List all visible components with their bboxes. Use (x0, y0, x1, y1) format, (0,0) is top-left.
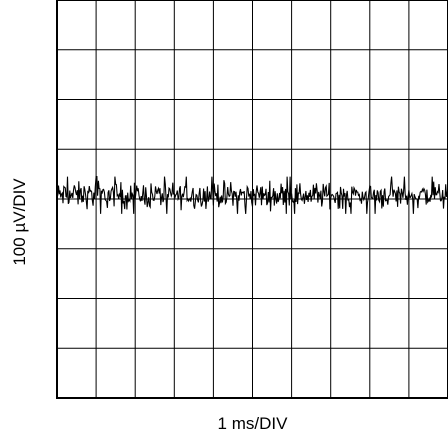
noise-trace (56, 176, 448, 214)
x-axis-label: 1 ms/DIV (217, 414, 288, 433)
plot-frame (56, 0, 448, 399)
